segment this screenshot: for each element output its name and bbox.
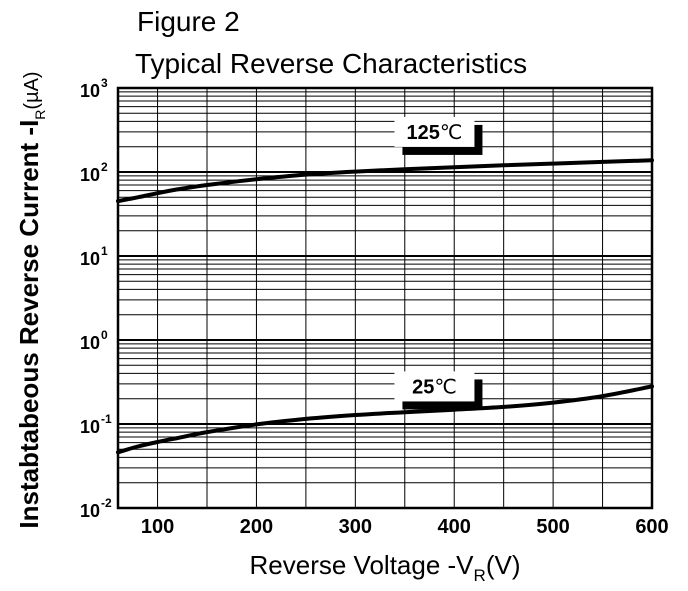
series-layer: 125℃25℃	[116, 116, 654, 455]
y-tick-label: 10	[80, 165, 100, 185]
series-curve-125	[116, 158, 654, 204]
y-tick-exponent: 2	[101, 160, 108, 174]
series-label-25: 25℃	[412, 376, 457, 398]
y-tick-label: 10	[80, 249, 100, 269]
x-axis-label-main: Reverse Voltage -V	[250, 550, 475, 580]
y-axis-label-subscript: R	[32, 110, 48, 120]
x-tick-label: 500	[536, 516, 569, 538]
series-label-unit: ℃	[434, 376, 456, 398]
y-tick-exponent: 3	[101, 76, 108, 90]
y-tick-exponent: -1	[101, 412, 112, 426]
x-tick-label: 600	[635, 516, 668, 538]
chart-title: Typical Reverse Characteristics	[135, 48, 527, 79]
series-label-box	[394, 116, 475, 147]
y-tick-exponent: 0	[101, 328, 108, 342]
x-tick-label: 400	[438, 516, 471, 538]
y-tick-label: 10	[80, 417, 100, 437]
y-tick-exponent: 1	[101, 244, 108, 258]
x-axis-label-subscript: R	[474, 566, 486, 585]
series-label-unit: ℃	[440, 122, 462, 144]
x-tick-label: 100	[141, 516, 174, 538]
x-tick-label: 200	[240, 516, 273, 538]
x-tick-label: 300	[339, 516, 372, 538]
series-label-box	[394, 371, 475, 402]
y-axis-label-main: Instabtabeous Reverse Current -I	[14, 120, 44, 529]
y-tick-label: 10	[80, 501, 100, 521]
y-tick-label: 10	[80, 333, 100, 353]
plot-frame	[116, 86, 654, 510]
series-label-number: 25	[412, 376, 434, 398]
series-label-125: 125℃	[407, 122, 463, 144]
axis-labels: Reverse Voltage -VR(V)Instabtabeous Reve…	[14, 71, 520, 585]
x-axis-label-suffix: (V)	[486, 550, 521, 580]
y-tick-label: 10	[80, 81, 100, 101]
y-axis-label: Instabtabeous Reverse Current -IR(µA)	[14, 71, 48, 528]
series-label-number: 125	[407, 122, 440, 144]
y-tick-exponent: -2	[101, 496, 112, 510]
grid-layer	[116, 86, 654, 510]
series-curve-25	[116, 384, 654, 455]
x-axis-label: Reverse Voltage -VR(V)	[250, 550, 521, 585]
y-axis-label-suffix: (µA)	[21, 71, 43, 109]
figure-number: Figure 2	[137, 6, 240, 37]
